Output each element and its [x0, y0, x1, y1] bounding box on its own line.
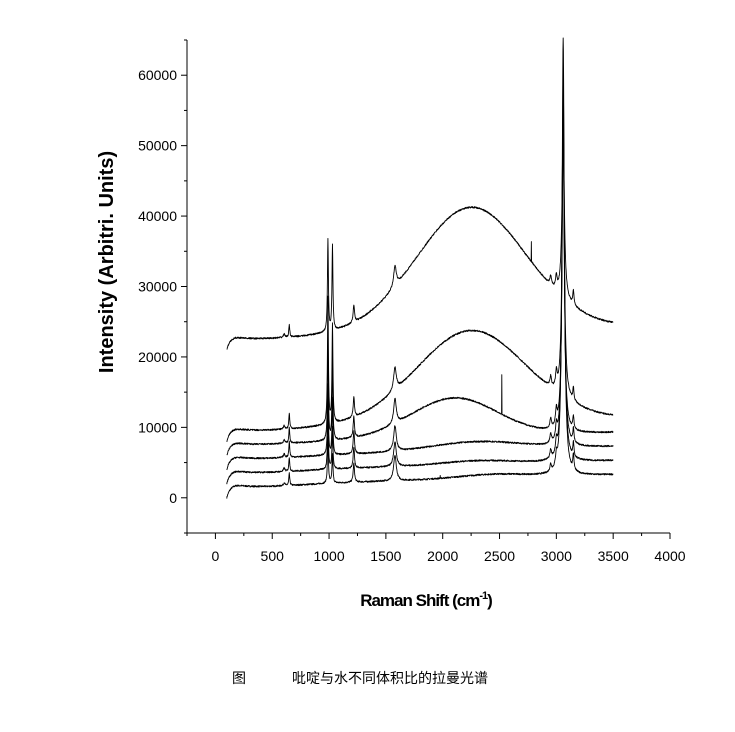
y-tick-label: 20000: [138, 349, 177, 365]
spectrum-line-4: [226, 134, 614, 456]
y-tick-label: 10000: [138, 419, 177, 435]
x-tick-label: 0: [212, 548, 220, 564]
x-tick-label: 500: [261, 548, 285, 564]
spectrum-line-6: [226, 128, 614, 350]
y-axis-ticks: 0 10000 20000 30000 40000 50000 60000: [138, 39, 187, 534]
x-tick-label: 2000: [427, 548, 458, 564]
spectrum-line-2: [226, 73, 614, 485]
figure-caption-text: 吡啶与水不同体积比的拉曼光谱: [292, 671, 488, 687]
y-tick-label: 60000: [138, 67, 177, 83]
x-axis-title-sup: -1: [479, 590, 488, 602]
spectrum-line-3: [226, 108, 614, 471]
x-axis-title-main: Raman Shift (cm: [360, 591, 480, 610]
x-axis-title: Raman Shift (cm-1): [360, 590, 492, 610]
x-tick-label: 1500: [370, 548, 401, 564]
y-tick-label: 0: [169, 490, 177, 506]
figure-caption-label: 图: [232, 671, 246, 687]
y-tick-label: 50000: [138, 138, 177, 154]
spectrum-line-5: [226, 129, 614, 443]
chart-axes: [186, 40, 670, 534]
spectra-series: [226, 37, 614, 499]
x-tick-label: 3000: [541, 548, 572, 564]
x-tick-label: 2500: [484, 548, 515, 564]
x-tick-label: 4000: [654, 548, 685, 564]
figure-caption: 图 吡啶与水不同体积比的拉曼光谱: [232, 668, 488, 688]
x-axis-title-tail: ): [487, 591, 492, 610]
raman-chart: 0 10000 20000 30000 40000 50000 60000 0 500 1000…: [96, 37, 686, 610]
y-axis-title: Intensity (Arbitri. Units): [96, 151, 118, 373]
y-tick-label: 30000: [138, 279, 177, 295]
x-axis-ticks: 0 500 1000 1500 2000 2500 3000 3500 4000: [186, 533, 686, 564]
x-tick-label: 3500: [598, 548, 629, 564]
spectrum-line-1: [226, 37, 614, 499]
x-tick-label: 1000: [313, 548, 344, 564]
y-tick-label: 40000: [138, 208, 177, 224]
